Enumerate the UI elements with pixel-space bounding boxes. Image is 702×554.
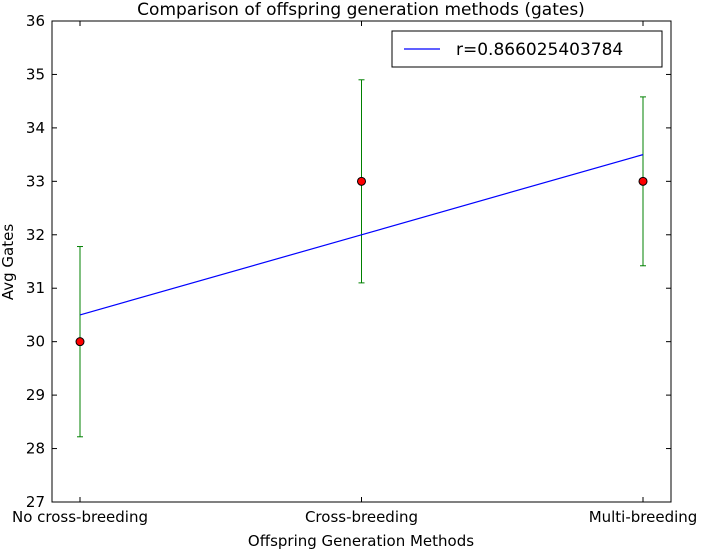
chart-title: Comparison of offspring generation metho… (137, 0, 585, 20)
plot-frame (51, 20, 672, 503)
fit-line (79, 154, 644, 316)
y-axis-label: Avg Gates (0, 224, 17, 300)
data-point (75, 337, 85, 347)
x-tick-label: No cross-breeding (12, 508, 148, 526)
y-tick-label: 34 (26, 119, 45, 137)
y-tick-label: 31 (26, 279, 45, 297)
x-tick-label: Multi-breeding (589, 508, 698, 526)
data-point (357, 176, 366, 186)
x-tick-label: Cross-breeding (305, 508, 418, 526)
legend-label: r=0.866025403784 (456, 40, 623, 60)
y-tick-label: 32 (26, 226, 45, 244)
data-point (638, 176, 648, 186)
y-tick-label: 36 (26, 12, 45, 30)
y-tick-label: 33 (26, 172, 45, 190)
plot-area: 27 28 29 30 31 32 33 34 35 36 No cross-breeding Cro… (12, 12, 697, 526)
y-tick-label: 28 (26, 440, 45, 458)
legend: r=0.866025403784 (391, 30, 663, 68)
y-tick-label: 35 (26, 65, 45, 83)
x-axis-label: Offspring Generation Methods (248, 532, 474, 550)
y-tick-label: 29 (26, 386, 45, 404)
y-tick-label: 30 (26, 333, 45, 351)
y-tick-label: 27 (26, 493, 45, 511)
